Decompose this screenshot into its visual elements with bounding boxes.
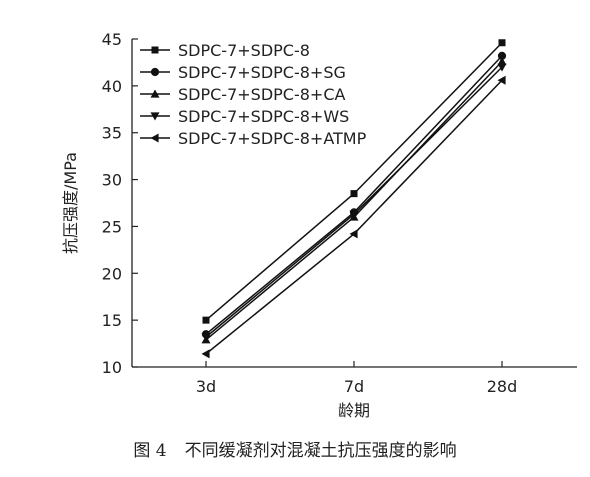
axes: 10 15 20 25 30 35 40 45 3d 7d 28d 龄期 抗压强度/MPa	[61, 30, 577, 420]
data-point	[498, 39, 506, 47]
data-point	[497, 75, 506, 85]
data-point	[350, 190, 358, 198]
data-point	[201, 349, 210, 359]
y-tick-label: 45	[102, 30, 122, 49]
series-5	[201, 75, 506, 359]
y-tick-label: 15	[102, 311, 122, 330]
data-point	[497, 63, 507, 72]
y-tick-label: 30	[102, 171, 122, 190]
data-point	[497, 51, 507, 60]
x-axis-label: 龄期	[338, 401, 370, 420]
legend-label: SDPC-7+SDPC-8+CA	[178, 85, 345, 104]
figure-label: 图 4	[133, 441, 167, 461]
x-tick-label: 7d	[344, 377, 364, 396]
chart: 10 15 20 25 30 35 40 45 3d 7d 28d 龄期 抗压强度/MPa SDPC-7…	[61, 30, 577, 420]
series-1	[202, 39, 506, 324]
series-4	[201, 63, 507, 342]
legend-label: SDPC-7+SDPC-8+SG	[178, 63, 346, 82]
legend-item: SDPC-7+SDPC-8+ATMP	[140, 129, 367, 148]
x-tick-label: 28d	[487, 377, 518, 396]
data-point	[201, 333, 211, 342]
legend-item: SDPC-7+SDPC-8	[140, 41, 310, 60]
y-axis-label: 抗压强度/MPa	[61, 152, 80, 254]
caption-text: 不同缓凝剂对混凝土抗压强度的影响	[184, 441, 457, 461]
legend-label: SDPC-7+SDPC-8+ATMP	[178, 129, 367, 148]
x-tick-label: 3d	[196, 377, 216, 396]
data-point	[349, 229, 358, 239]
legend-marker	[150, 133, 159, 143]
data-point	[497, 56, 507, 66]
series-group	[201, 39, 507, 359]
y-tick-label: 25	[102, 217, 122, 236]
legend-item: SDPC-7+SDPC-8+SG	[140, 63, 346, 82]
y-tick-label: 20	[102, 264, 122, 283]
legend-label: SDPC-7+SDPC-8	[178, 41, 310, 60]
data-point	[349, 210, 359, 219]
legend-label: SDPC-7+SDPC-8+WS	[178, 107, 349, 126]
legend-marker	[150, 89, 160, 98]
y-tick-label: 10	[102, 358, 122, 377]
legend-item: SDPC-7+SDPC-8+CA	[140, 85, 345, 104]
legend-marker	[151, 46, 159, 54]
legend-marker	[150, 67, 160, 77]
legend: SDPC-7+SDPC-8 SDPC-7+SDPC-8+SG SDPC-7+SDPC…	[140, 41, 367, 148]
legend-marker	[150, 112, 160, 121]
data-point	[202, 316, 210, 324]
legend-item: SDPC-7+SDPC-8+WS	[140, 107, 349, 126]
y-tick-label: 40	[102, 77, 122, 96]
figure-caption: 图 4 不同缓凝剂对混凝土抗压强度的影响	[0, 436, 590, 461]
y-tick-label: 35	[102, 124, 122, 143]
